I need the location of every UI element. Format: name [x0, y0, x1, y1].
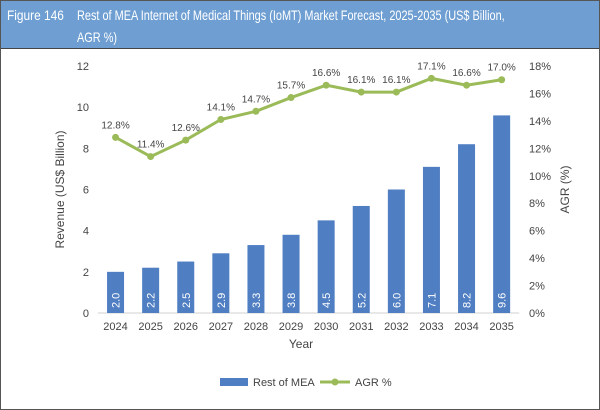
bar [142, 267, 160, 313]
bar-data-label: 3.3 [251, 293, 263, 308]
agr-data-label: 11.4% [137, 140, 165, 151]
y-tick-label: 4 [83, 226, 89, 238]
y-tick-label: 12 [77, 61, 89, 73]
x-tick-label: 2032 [384, 321, 408, 333]
agr-marker [427, 74, 435, 82]
x-tick-label: 2025 [138, 321, 162, 333]
agr-data-label: 14.1% [207, 103, 235, 114]
bar-data-label: 2.5 [181, 293, 193, 308]
y2-tick-label: 16% [529, 88, 551, 100]
title-line2: AGR %) [77, 29, 118, 45]
figure-number: Figure 146 [7, 7, 64, 23]
x-tick-label: 2024 [103, 321, 127, 333]
bar [422, 166, 440, 313]
x-tick-label: 2026 [174, 321, 198, 333]
bar [247, 245, 265, 313]
x-tick-label: 2034 [454, 321, 478, 333]
x-tick-label: 2027 [209, 321, 233, 333]
y2-tick-label: 0% [529, 308, 545, 320]
agr-marker [112, 133, 120, 141]
x-tick-label: 2029 [279, 321, 303, 333]
y2-tick-label: 18% [529, 61, 551, 73]
agr-data-label: 14.7% [242, 94, 270, 105]
chart-area: 0 2 4 6 8 10 12 0% 2% 4% 6% 8% 10% 12% 14% 16% 18% 2.0 2.2… [53, 61, 572, 389]
bar [317, 220, 335, 313]
agr-data-label: 12.8% [101, 120, 129, 131]
bar [212, 253, 230, 313]
x-tick-label: 2033 [419, 321, 443, 333]
agr-marker [182, 136, 190, 144]
y2-tick-label: 10% [529, 171, 551, 183]
agr-data-label: 15.7% [277, 81, 305, 92]
agr-marker [357, 88, 365, 96]
bar-data-label: 2.0 [111, 293, 123, 308]
y-axis-title: Revenue (US$ Billion) [53, 130, 67, 248]
bar [387, 189, 405, 313]
agr-data-label: 16.6% [312, 68, 340, 79]
agr-marker [463, 81, 471, 89]
y-tick-label: 10 [77, 102, 89, 114]
agr-marker [147, 153, 155, 161]
agr-marker [392, 88, 400, 96]
y2-tick-label: 2% [529, 281, 545, 293]
bar-data-label: 4.5 [321, 293, 333, 308]
bar-data-label: 3.8 [286, 293, 298, 308]
y2-axis-title: AGR (%) [558, 165, 572, 213]
bar [177, 261, 195, 313]
bar-data-label: 7.1 [426, 293, 438, 308]
agr-marker [217, 116, 225, 124]
agr-marker [498, 76, 506, 84]
agr-data-label: 16.6% [452, 68, 480, 79]
bar-data-label: 8.2 [462, 293, 474, 308]
agr-marker [287, 94, 295, 102]
legend-bar-label: Rest of MEA [253, 377, 315, 389]
bar [493, 115, 511, 314]
x-tick-label: 2031 [349, 321, 373, 333]
y2-tick-label: 4% [529, 253, 545, 265]
bar-data-label: 2.2 [146, 293, 158, 308]
agr-data-label: 16.1% [347, 75, 375, 86]
figure-title: Figure 146 Rest of MEA Internet of Medica… [1, 1, 599, 49]
bar-data-label: 6.0 [391, 293, 403, 308]
legend-bar-swatch [220, 378, 248, 386]
agr-marker [322, 81, 330, 89]
y2-tick-label: 14% [529, 116, 551, 128]
x-axis-title: Year [289, 337, 313, 351]
y2-tick-label: 8% [529, 198, 545, 210]
bar-data-label: 2.9 [216, 293, 228, 308]
agr-marker [252, 107, 260, 115]
agr-line [114, 76, 502, 159]
bar-data-label: 5.2 [356, 293, 368, 308]
bar-data-label: 9.6 [497, 293, 509, 308]
legend-line-label: AGR % [355, 377, 392, 389]
agr-data-label: 17.0% [487, 63, 515, 74]
bar [458, 144, 476, 313]
bar [107, 271, 125, 313]
x-tick-label: 2028 [244, 321, 268, 333]
bar [352, 205, 370, 313]
agr-data-label: 12.6% [172, 123, 200, 134]
y-tick-label: 6 [83, 185, 89, 197]
y-tick-label: 0 [83, 308, 89, 320]
y-tick-label: 8 [83, 143, 89, 155]
agr-data-label: 17.1% [417, 61, 445, 72]
y2-tick-label: 12% [529, 143, 551, 155]
x-tick-label: 2035 [489, 321, 513, 333]
agr-data-label: 16.1% [382, 75, 410, 86]
x-tick-label: 2030 [314, 321, 338, 333]
legend-line-marker [331, 378, 339, 386]
y2-tick-label: 6% [529, 226, 545, 238]
title-line1: Rest of MEA Internet of Medical Things (… [77, 7, 505, 23]
bar [282, 234, 300, 313]
y-tick-label: 2 [83, 267, 89, 279]
